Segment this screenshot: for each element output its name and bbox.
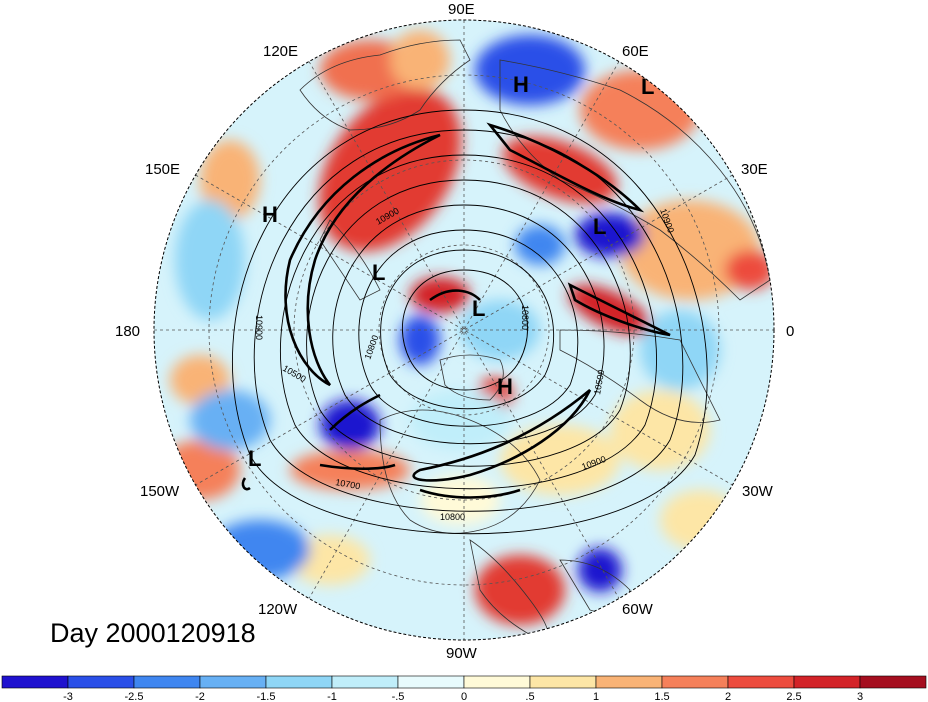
colorbar-swatch — [1, 675, 69, 689]
colorbar-swatch — [265, 675, 333, 689]
colorbar-swatch — [133, 675, 201, 689]
colorbar-label: -3 — [63, 691, 73, 702]
lon-label-30w: 30W — [742, 483, 774, 500]
colorbar-swatch — [331, 675, 399, 689]
lon-label-60e: 60E — [622, 43, 649, 60]
lon-label-150e: 150E — [145, 161, 180, 178]
pressure-center: L — [372, 260, 385, 285]
colorbar-label: .5 — [525, 691, 534, 702]
anomaly-field — [154, 20, 774, 640]
colorbar-label: -2 — [195, 691, 205, 702]
colorbar-label: 2 — [725, 691, 731, 702]
colorbar-label: -.5 — [392, 691, 405, 702]
pressure-center: H — [497, 374, 513, 399]
graticule — [154, 20, 774, 640]
map-boundary — [153, 19, 775, 641]
colorbar-swatch — [67, 675, 135, 689]
colorbar: -3 -2.5 -2 -1.5 -1 -.5 0 .5 1 1.5 2 2.5 3 — [1, 675, 927, 702]
contour-label: 10700 — [335, 477, 361, 491]
contour-label: 10500 — [592, 369, 606, 395]
height-contours — [232, 109, 708, 535]
lon-label-0: 0 — [786, 323, 794, 340]
colorbar-swatch — [793, 675, 861, 689]
lon-label-180: 180 — [115, 323, 140, 340]
lon-label-60w: 60W — [622, 601, 654, 618]
lon-label-30e: 30E — [741, 161, 768, 178]
lon-label-90e: 90E — [448, 1, 475, 18]
colorbar-swatch — [595, 675, 663, 689]
colorbar-swatch — [199, 675, 267, 689]
colorbar-label: 1.5 — [654, 691, 669, 702]
pressure-center: H — [513, 72, 529, 97]
colorbar-swatch — [397, 675, 465, 689]
lon-label-120w: 120W — [258, 601, 298, 618]
lon-label-120e: 120E — [263, 43, 298, 60]
pressure-center: L — [248, 446, 261, 471]
pressure-center: H — [262, 202, 278, 227]
colorbar-label: 2.5 — [786, 691, 801, 702]
jet-streaks — [241, 122, 671, 499]
pressure-center: L — [472, 296, 485, 321]
colorbar-label: -1.5 — [257, 691, 276, 702]
colorbar-label: -1 — [327, 691, 337, 702]
colorbar-label: 3 — [857, 691, 863, 702]
contour-label: 10900 — [254, 315, 264, 340]
colorbar-label: -2.5 — [125, 691, 144, 702]
pressure-center-labels: H L L H L L H L — [248, 72, 654, 471]
colorbar-swatch — [661, 675, 729, 689]
lon-label-150w: 150W — [140, 483, 180, 500]
colorbar-swatch — [859, 675, 927, 689]
pressure-center: L — [593, 214, 606, 239]
contour-label: 10800 — [520, 305, 530, 330]
colorbar-swatch — [463, 675, 531, 689]
longitude-labels: 90E 60E 30E 0 30W 60W 90W 120W 150W 180 … — [115, 1, 794, 662]
day-title: Day 2000120918 — [50, 618, 256, 648]
lon-label-90w: 90W — [446, 645, 478, 662]
colorbar-swatch — [727, 675, 795, 689]
colorbar-swatch — [529, 675, 597, 689]
pressure-center: L — [641, 74, 654, 99]
colorbar-label: 0 — [461, 691, 467, 702]
colorbar-label: 1 — [593, 691, 599, 702]
contour-label: 10800 — [440, 512, 465, 522]
